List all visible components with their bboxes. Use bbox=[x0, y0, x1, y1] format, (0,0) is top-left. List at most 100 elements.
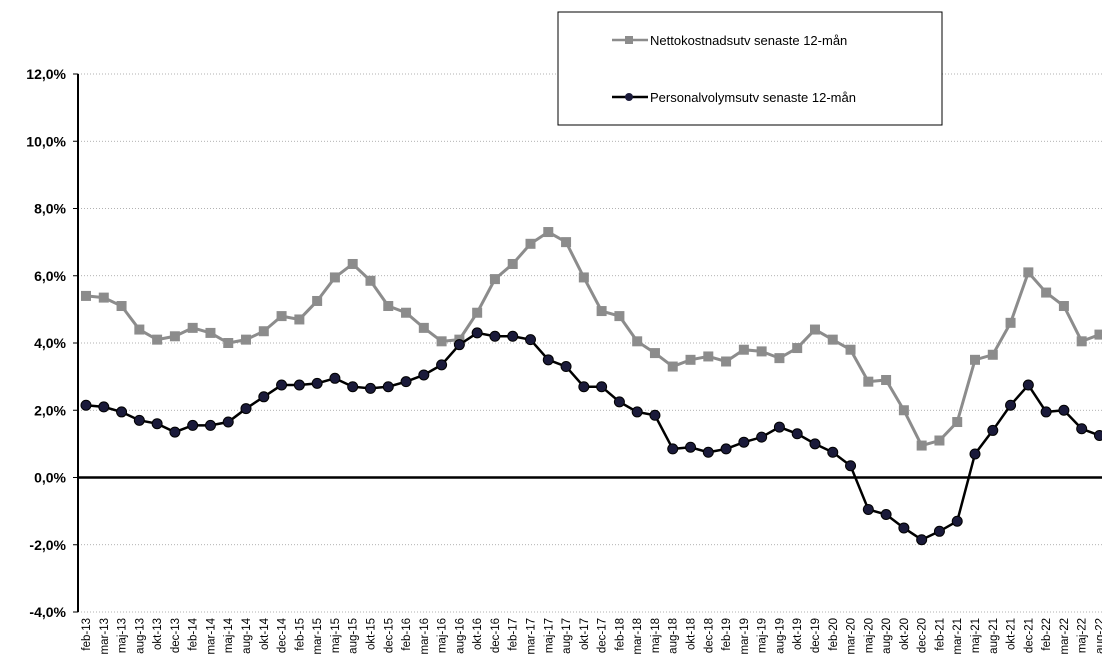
point bbox=[614, 311, 625, 322]
point bbox=[863, 376, 874, 387]
point bbox=[241, 334, 252, 345]
y-tick-label: -4,0% bbox=[29, 604, 66, 620]
point bbox=[934, 435, 945, 446]
point bbox=[276, 311, 287, 322]
x-tick-label: aug-15 bbox=[348, 618, 360, 654]
x-tick-label: mar-19 bbox=[739, 618, 751, 654]
point bbox=[649, 409, 661, 421]
point bbox=[453, 339, 465, 351]
x-tick-label: okt-20 bbox=[899, 618, 911, 650]
x-tick-label: okt-15 bbox=[365, 618, 377, 650]
x-tick-label: aug-21 bbox=[988, 618, 1000, 654]
point bbox=[436, 359, 448, 371]
x-tick-label: dec-21 bbox=[1023, 618, 1035, 653]
point bbox=[151, 418, 163, 430]
x-tick-label: mar-22 bbox=[1059, 618, 1071, 654]
point bbox=[1093, 429, 1102, 441]
point bbox=[240, 403, 252, 415]
point bbox=[1076, 336, 1087, 347]
point bbox=[632, 336, 643, 347]
point bbox=[294, 314, 305, 325]
x-tick-label: okt-16 bbox=[472, 618, 484, 650]
x-tick-label: feb-20 bbox=[828, 618, 840, 651]
point bbox=[738, 344, 749, 355]
point bbox=[631, 406, 643, 418]
point bbox=[223, 338, 234, 348]
x-tick-label: maj-18 bbox=[650, 618, 662, 653]
point bbox=[400, 376, 412, 388]
point bbox=[383, 301, 394, 312]
point bbox=[507, 258, 518, 269]
x-tick-label: mar-14 bbox=[205, 617, 217, 654]
point bbox=[133, 414, 145, 426]
legend-label: Personalvolymsutv senaste 12-mån bbox=[650, 90, 856, 105]
point bbox=[649, 348, 660, 359]
series-line bbox=[85, 230, 1100, 448]
point bbox=[401, 307, 412, 318]
x-tick-label: dec-17 bbox=[597, 618, 609, 653]
x-tick-label: okt-19 bbox=[792, 618, 804, 650]
point bbox=[827, 334, 838, 345]
point bbox=[881, 374, 892, 385]
point bbox=[489, 274, 500, 285]
point bbox=[578, 272, 589, 283]
point bbox=[685, 441, 697, 453]
y-tick-label: 8,0% bbox=[34, 201, 66, 217]
x-tick-label: aug-16 bbox=[454, 618, 466, 654]
point bbox=[258, 391, 270, 403]
point bbox=[329, 272, 340, 283]
x-tick-label: mar-16 bbox=[419, 618, 431, 654]
legend-box bbox=[557, 11, 943, 126]
x-tick-label: okt-18 bbox=[686, 618, 698, 650]
point bbox=[311, 377, 323, 389]
y-tick-label: 12,0% bbox=[26, 66, 66, 82]
point bbox=[222, 416, 234, 428]
x-tick-label: maj-19 bbox=[757, 618, 769, 653]
point bbox=[898, 405, 909, 416]
point bbox=[1040, 406, 1052, 418]
point bbox=[1058, 404, 1070, 416]
x-tick-label: dec-13 bbox=[170, 618, 182, 653]
point bbox=[258, 326, 269, 337]
point bbox=[116, 301, 127, 312]
point bbox=[880, 508, 892, 520]
point bbox=[436, 336, 447, 347]
point bbox=[98, 292, 109, 303]
x-tick-label: feb-14 bbox=[188, 617, 200, 650]
x-tick-label: aug-18 bbox=[668, 618, 680, 654]
point bbox=[98, 401, 110, 413]
point bbox=[525, 238, 536, 249]
point bbox=[1023, 267, 1034, 278]
x-tick-label: okt-17 bbox=[579, 618, 591, 650]
x-tick-label: maj-13 bbox=[117, 618, 129, 653]
point bbox=[134, 324, 145, 335]
x-tick-label: okt-21 bbox=[1006, 618, 1018, 650]
point bbox=[827, 446, 839, 458]
point bbox=[702, 446, 714, 458]
point bbox=[525, 334, 536, 346]
point bbox=[596, 381, 608, 393]
point bbox=[667, 443, 679, 455]
point bbox=[116, 406, 128, 418]
x-tick-label: maj-22 bbox=[1077, 618, 1089, 653]
x-tick-label: maj-15 bbox=[330, 618, 342, 653]
point bbox=[578, 381, 590, 393]
point bbox=[721, 356, 732, 367]
x-tick-label: dec-18 bbox=[703, 618, 715, 653]
x-tick-label: dec-19 bbox=[810, 618, 822, 653]
point bbox=[293, 379, 305, 391]
x-tick-label: dec-20 bbox=[917, 618, 929, 653]
legend-marker bbox=[625, 93, 633, 101]
point bbox=[187, 322, 198, 333]
point bbox=[365, 275, 376, 286]
point bbox=[471, 327, 483, 339]
point bbox=[543, 227, 554, 238]
point bbox=[364, 382, 376, 394]
x-tick-label: feb-18 bbox=[614, 618, 626, 651]
point bbox=[845, 460, 857, 472]
point bbox=[685, 354, 696, 365]
y-tick-label: -2,0% bbox=[29, 537, 66, 553]
point bbox=[1076, 423, 1088, 435]
x-tick-label: aug-19 bbox=[774, 618, 786, 654]
